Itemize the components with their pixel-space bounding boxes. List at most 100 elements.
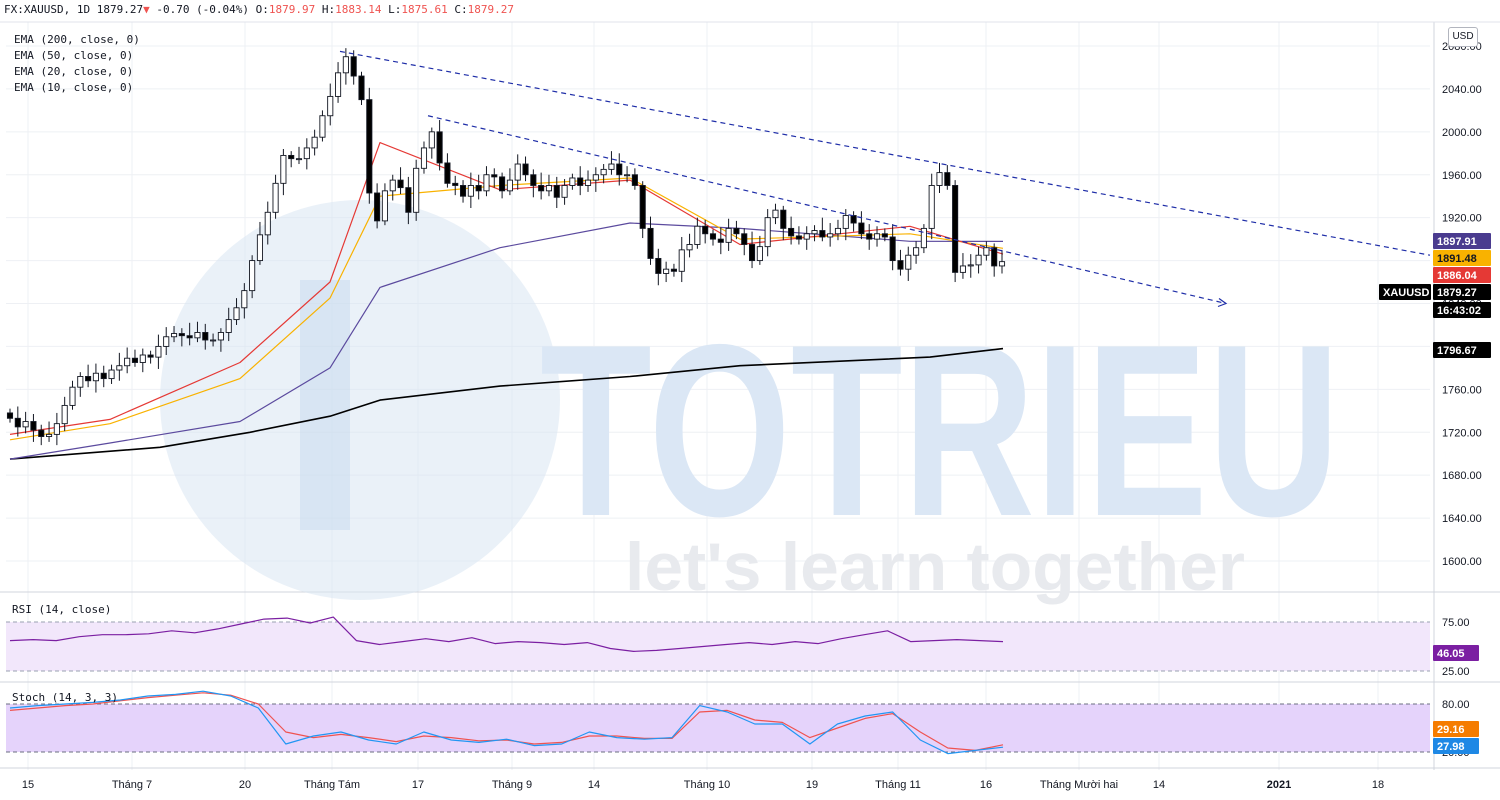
- candle-down: [30, 414, 37, 442]
- time-axis[interactable]: 15 Tháng 7 20 Tháng Tám 17 Tháng 9 14 Tháng 10 1…: [22, 779, 1384, 791]
- candle-down: [717, 227, 724, 255]
- candle-body: [311, 136, 318, 149]
- price-change: -0.70 (-0.04%): [156, 3, 250, 16]
- price-tick-label: 2000.00: [1442, 127, 1482, 139]
- candle-up: [686, 233, 693, 258]
- close-label: C:: [454, 3, 468, 16]
- candle-body: [436, 131, 443, 164]
- candle-up: [561, 179, 568, 205]
- candle-body: [342, 56, 349, 74]
- candle-body: [678, 249, 685, 272]
- badge-ema20-text: 1891.48: [1437, 253, 1477, 265]
- trendlines: [339, 50, 1431, 308]
- time-tick-label: 19: [806, 779, 818, 791]
- candle-down: [733, 220, 740, 240]
- candle-down: [522, 156, 529, 182]
- close-value: 1879.27: [467, 3, 514, 16]
- legend-ema50[interactable]: EMA (50, close, 0): [14, 49, 134, 62]
- candle-up: [319, 110, 326, 142]
- badge-ema50: 1897.91: [1433, 233, 1491, 249]
- candle-body: [717, 238, 724, 243]
- candle-body: [725, 227, 732, 243]
- candle-up: [506, 168, 513, 196]
- time-tick-label: Tháng 9: [492, 779, 532, 791]
- candle-body: [788, 227, 795, 237]
- candle-body: [30, 421, 37, 431]
- legend-ema200[interactable]: EMA (200, close, 0): [14, 33, 140, 46]
- candle-body: [61, 404, 68, 425]
- candle-down: [452, 175, 459, 196]
- candle-body: [889, 236, 896, 262]
- candle-body: [577, 177, 584, 186]
- candle-body: [413, 167, 420, 213]
- candle-up: [170, 326, 178, 343]
- candle-body: [116, 365, 123, 371]
- symbol-header: FX:XAUUSD, 1D 1879.27▼ -0.70 (-0.04%) O:…: [4, 3, 514, 16]
- candle-body: [163, 336, 170, 347]
- candle-up: [295, 146, 303, 165]
- currency-button[interactable]: USD: [1448, 27, 1478, 47]
- rsi-label[interactable]: RSI (14, close): [12, 603, 112, 616]
- candle-body: [358, 75, 365, 101]
- legend-ema20[interactable]: EMA (20, close, 0): [14, 65, 134, 78]
- time-tick-label: 15: [22, 779, 34, 791]
- time-tick-label: Tháng 10: [684, 779, 730, 791]
- candle-down: [655, 248, 662, 286]
- price-badges: 1897.91 1891.48 1886.04 XAUUSD 1879.27 16:43:…: [1379, 233, 1491, 754]
- time-tick-label: 2021: [1267, 779, 1291, 791]
- candle-down: [748, 231, 756, 269]
- candle-body: [866, 233, 873, 240]
- candle-body: [592, 174, 599, 181]
- candle-body: [22, 421, 29, 428]
- candle-body: [647, 227, 654, 259]
- candle-up: [803, 226, 810, 250]
- candle-body: [748, 244, 756, 262]
- candle-body: [944, 172, 951, 186]
- symbol-name[interactable]: FX:XAUUSD, 1D: [4, 3, 91, 16]
- candle-down: [795, 226, 802, 245]
- candle-up: [545, 174, 553, 197]
- candle-down: [780, 205, 787, 241]
- stoch-band: [6, 704, 1430, 752]
- candle-down: [991, 243, 998, 277]
- candle-down: [358, 71, 365, 106]
- candle-body: [264, 211, 271, 236]
- candle-body: [530, 174, 537, 186]
- candle-up: [108, 364, 115, 384]
- candle-body: [569, 177, 576, 186]
- stoch-label[interactable]: Stoch (14, 3, 3): [12, 691, 118, 704]
- candle-up: [46, 421, 53, 442]
- candle-down: [639, 181, 646, 239]
- candle-body: [663, 268, 670, 274]
- candle-up: [210, 333, 217, 347]
- candle-body: [256, 234, 264, 262]
- rsi-line: [9, 616, 1004, 653]
- candle-body: [92, 372, 99, 382]
- candle-up: [663, 261, 670, 283]
- trendline-arrow: [1217, 298, 1228, 308]
- price-tick-label: 1960.00: [1442, 170, 1482, 182]
- candle-down: [819, 217, 826, 242]
- candle-body: [131, 357, 139, 363]
- candle-down: [6, 408, 14, 423]
- candle-body: [670, 268, 677, 272]
- candle-down: [538, 172, 545, 200]
- badge-ema50-text: 1897.91: [1437, 236, 1477, 248]
- candle-up: [342, 48, 349, 85]
- candle-down: [147, 350, 154, 364]
- candle-up: [920, 224, 927, 254]
- time-tick-label: 18: [1372, 779, 1384, 791]
- candle-body: [38, 429, 45, 437]
- price-tick-label: 1920.00: [1442, 213, 1482, 225]
- candle-body: [772, 209, 779, 219]
- time-tick-label: Tháng Tám: [304, 779, 360, 791]
- candle-body: [366, 99, 373, 194]
- legend-ema10[interactable]: EMA (10, close, 0): [14, 81, 134, 94]
- candle-body: [686, 244, 693, 251]
- rsi-tick-label: 25.00: [1442, 666, 1470, 678]
- candle-body: [475, 185, 482, 192]
- candle-body: [967, 264, 974, 267]
- candle-body: [522, 163, 529, 176]
